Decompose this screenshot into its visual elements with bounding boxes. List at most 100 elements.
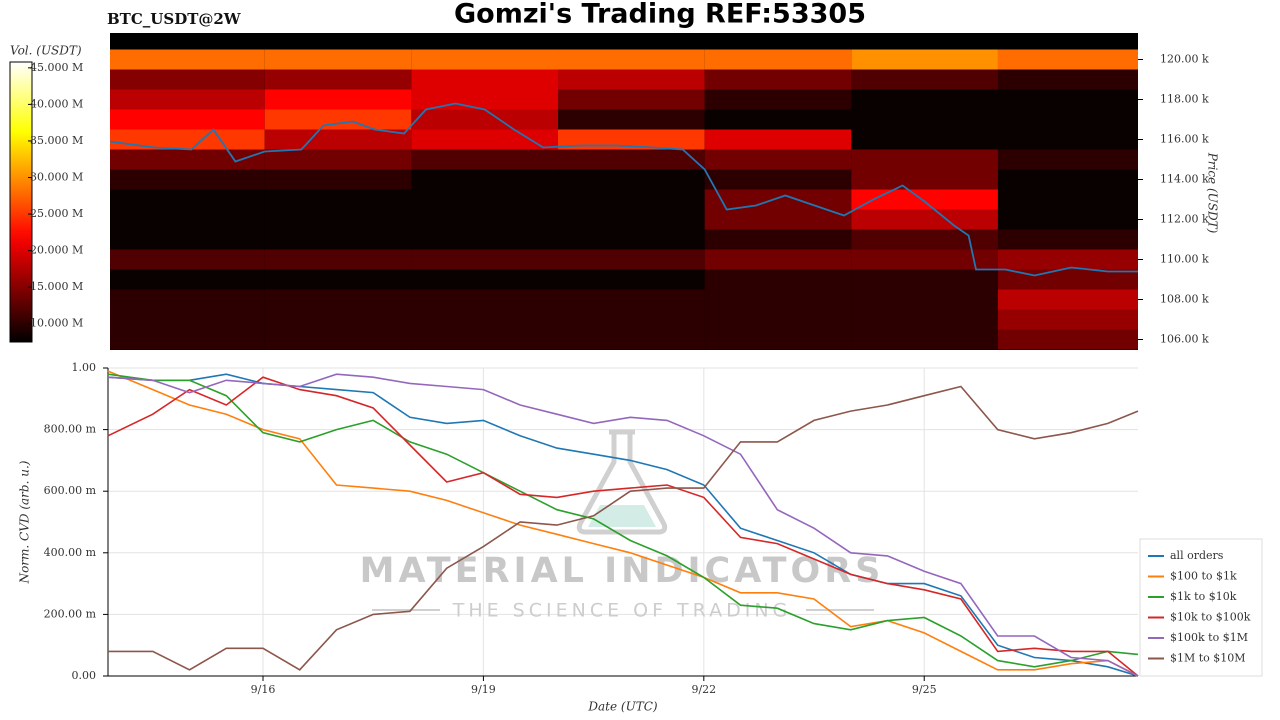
y-tick-label: 1.00 <box>72 361 97 374</box>
x-tick-label: 9/19 <box>471 683 496 696</box>
heatmap-cell <box>851 129 998 150</box>
heatmap-cell <box>264 49 412 70</box>
y-tick-label: 0.00 <box>72 669 97 682</box>
heatmap-cell <box>110 289 265 310</box>
heatmap-cell <box>851 189 998 210</box>
cvd-line <box>107 373 1139 677</box>
colorbar-tick-label: 45.000 M <box>30 61 83 74</box>
heatmap-cell <box>264 89 412 110</box>
heatmap-cell <box>110 249 265 270</box>
heatmap-cell <box>704 189 852 210</box>
heatmap-cell <box>411 169 559 190</box>
colorbar <box>9 61 33 343</box>
heatmap-cell <box>704 249 852 270</box>
heatmap-cell <box>997 169 1138 190</box>
heatmap-cell <box>704 89 852 110</box>
cvd-line <box>108 385 1139 671</box>
watermark: MATERIAL INDICATORS THE SCIENCE OF TRADI… <box>360 429 885 622</box>
heatmap-cell <box>851 329 998 350</box>
heatmap-cell <box>997 49 1138 70</box>
cvd-line <box>107 370 1139 677</box>
heatmap-cell <box>411 229 559 250</box>
colorbar-tick-label: 40.000 M <box>30 97 83 110</box>
heatmap-cell <box>851 169 998 190</box>
legend-label: all orders <box>1170 549 1224 562</box>
y-tick-label: 120.00 k <box>1160 53 1209 66</box>
flask-liquid <box>588 505 656 527</box>
heatmap-cell <box>997 209 1138 230</box>
y-tick-label: 600.00 m <box>44 484 97 497</box>
heatmap-cell <box>704 289 852 310</box>
heatmap-cell <box>411 269 559 290</box>
heatmap-cell <box>851 109 998 130</box>
heatmap-cell <box>110 209 265 230</box>
heatmap-cell <box>264 69 412 90</box>
heatmap-cell <box>110 49 265 70</box>
heatmap-cell <box>411 309 559 330</box>
heatmap-cells <box>110 49 1138 350</box>
heatmap-cell <box>997 189 1138 210</box>
heatmap-cell <box>851 69 998 90</box>
y-tick-label: 200.00 m <box>44 607 97 620</box>
heatmap-cell <box>558 69 705 90</box>
y-tick-label: 800.00 m <box>44 423 97 436</box>
heatmap-cell <box>411 249 559 270</box>
y-tick-label: 118.00 k <box>1160 93 1209 106</box>
heatmap-cell <box>851 309 998 330</box>
heatmap-cell <box>704 109 852 130</box>
heatmap-cell <box>558 249 705 270</box>
cvd-line <box>107 373 1139 668</box>
heatmap-cell <box>411 49 559 70</box>
legend-label: $100k to $1M <box>1170 631 1248 644</box>
x-axis-label: Date (UTC) <box>587 700 657 714</box>
heatmap-cell <box>264 189 412 210</box>
heatmap-cell <box>110 329 265 350</box>
heatmap-cell <box>997 329 1138 350</box>
heatmap-cell <box>264 149 412 170</box>
legend-box <box>1139 538 1263 677</box>
y-axis-label: Price (USDT) <box>1206 152 1220 234</box>
heatmap-cell <box>558 169 705 190</box>
heatmap-cell <box>110 129 265 150</box>
heatmap-cell <box>558 209 705 230</box>
heatmap-cell <box>110 269 265 290</box>
colorbar-tick-label: 35.000 M <box>30 134 83 147</box>
heatmap-cell <box>110 169 265 190</box>
heatmap-cell <box>264 269 412 290</box>
heatmap-cell <box>411 69 559 90</box>
y-tick-label: 112.00 k <box>1160 213 1209 226</box>
heatmap-cell <box>558 89 705 110</box>
heatmap-cell <box>558 149 705 170</box>
heatmap-cell <box>411 89 559 110</box>
heatmap-cell <box>558 329 705 350</box>
heatmap-cell <box>264 229 412 250</box>
heatmap-cell <box>997 129 1138 150</box>
heatmap-cell <box>411 189 559 210</box>
heatmap-cell <box>851 249 998 270</box>
watermark-text: MATERIAL INDICATORS <box>360 551 885 591</box>
heatmap-cell <box>558 229 705 250</box>
heatmap-cell <box>704 129 852 150</box>
heatmap-cell <box>997 109 1138 130</box>
heatmap-cell <box>558 289 705 310</box>
legend-label: $10k to $100k <box>1170 611 1251 624</box>
y-tick-label: 110.00 k <box>1160 253 1209 266</box>
legend-label: $1M to $10M <box>1170 652 1246 665</box>
heatmap-cell <box>851 229 998 250</box>
heatmap-cell <box>851 289 998 310</box>
heatmap-cell <box>411 329 559 350</box>
heatmap-cell <box>704 229 852 250</box>
heatmap-cell <box>704 69 852 90</box>
heatmap-cell <box>264 209 412 230</box>
colorbar-tick-label: 10.000 M <box>30 317 83 330</box>
heatmap-cell <box>704 269 852 290</box>
heatmap-cell <box>851 269 998 290</box>
heatmap-cell <box>411 149 559 170</box>
heatmap-cell <box>704 209 852 230</box>
price-line <box>109 102 1138 277</box>
chart-subtitle: BTC_USDT@2W <box>107 10 242 28</box>
heatmap-cell <box>997 229 1138 250</box>
heatmap-cell <box>558 269 705 290</box>
heatmap-cell <box>264 309 412 330</box>
